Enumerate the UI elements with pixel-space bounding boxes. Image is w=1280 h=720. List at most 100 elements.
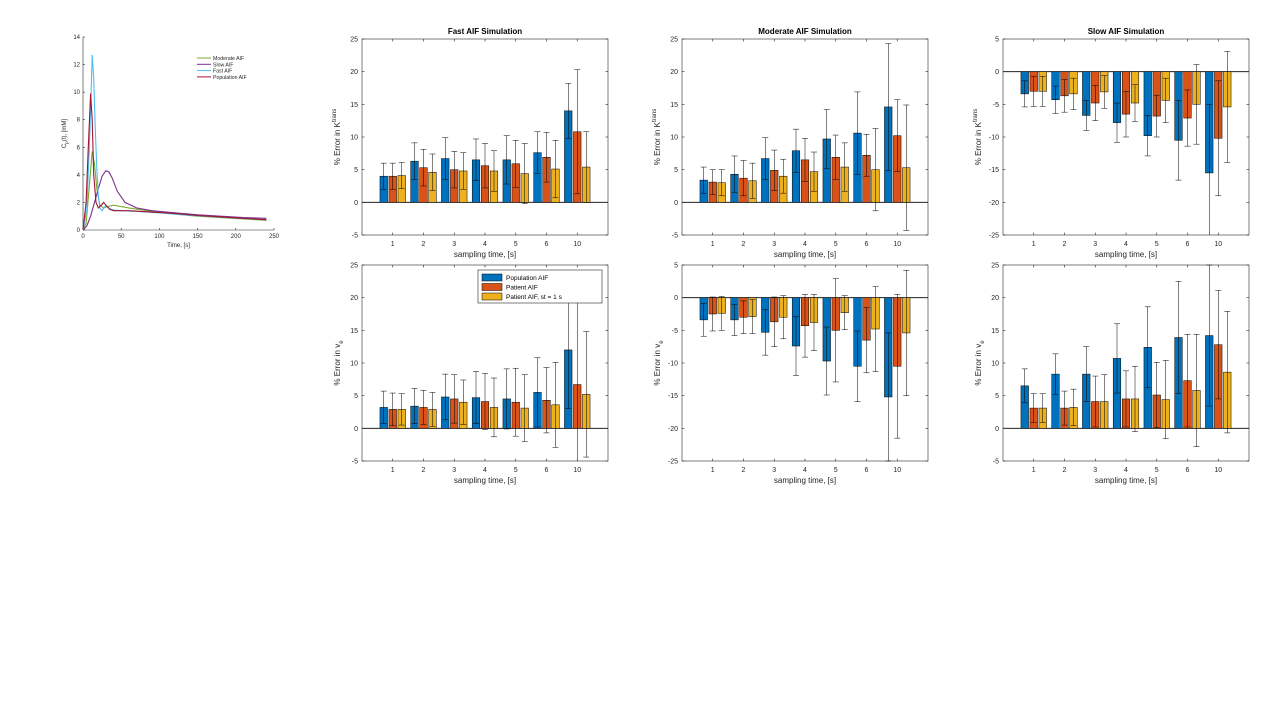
fast-ve-x-label: sampling time, [s] — [454, 476, 516, 485]
fast-ktrans-y-tick-label: 10 — [350, 135, 358, 142]
slow-ktrans-y-tick-label: -25 — [989, 233, 999, 240]
slow-ktrans-y-tick-label: 5 — [995, 37, 999, 44]
fast-ve-y-tick-label: 0 — [354, 426, 358, 433]
moderate-ve-y-tick-label: -5 — [672, 328, 678, 335]
aif-curves-y-tick-label: 12 — [73, 63, 80, 69]
aif-curves-legend-label: Slow AIF — [213, 62, 233, 68]
moderate-ktrans-y-tick-label: 0 — [674, 200, 678, 207]
aif-curves-legend-label: Population AIF — [213, 75, 247, 81]
fast-ktrans-x-tick-label: 3 — [452, 241, 456, 248]
fast-ve-x-tick-label: 4 — [483, 467, 487, 474]
fast-ktrans-y-tick-label: 15 — [350, 102, 358, 109]
aif-curves-chart: 0 50 100 150 200 250 0 2 4 6 8 10 12 14 Time, [s] Cp(t)… — [62, 35, 280, 249]
aif-curves-series-pop_curve — [82, 93, 267, 231]
moderate-ve-x-label: sampling time, [s] — [774, 476, 836, 485]
fast-ve-y-tick-label: 15 — [350, 328, 358, 335]
slow-ve-x-tick-label: 1 — [1032, 467, 1036, 474]
moderate-ktrans-x-tick-label: 5 — [834, 241, 838, 248]
slow-ve-y-label-sub: e — [980, 340, 986, 344]
slow-ve-y-tick-label: 10 — [991, 361, 999, 368]
slow-ve-y-tick-label: -5 — [993, 459, 999, 466]
slow-ktrans-x-tick-label: 2 — [1063, 241, 1067, 248]
slow-ktrans-y-tick-label: -5 — [993, 102, 999, 109]
moderate-ktrans-y-tick-label: -5 — [672, 233, 678, 240]
slow-ve-chart: -5 0 5 10 15 20 25 1 2 3 4 5 6 10 sampling time, [s] % … — [974, 263, 1250, 485]
fast-ktrans-y-label-sup: trans — [332, 109, 338, 122]
aif-curves-y-label-sub: p — [64, 141, 69, 144]
moderate-ve-y-label-main: % Error in v — [653, 344, 662, 386]
slow-ktrans-x-tick-label: 3 — [1093, 241, 1097, 248]
fast-ktrans-x-label: sampling time, [s] — [454, 250, 516, 259]
slow-ktrans-y-tick-label: -20 — [989, 200, 999, 207]
fast-ve-y-label: % Error in ve — [333, 340, 345, 386]
aif-curves-x-label: Time, [s] — [167, 243, 190, 249]
fast-ktrans-chart: -5 0 5 10 15 20 25 1 2 3 4 5 6 10 Fast AIF Simulation s… — [332, 27, 609, 259]
moderate-ktrans-x-tick-label: 3 — [772, 241, 776, 248]
slow-ve-y-tick-label: 15 — [991, 328, 999, 335]
moderate-ve-x-tick-label: 5 — [834, 467, 838, 474]
slow-ktrans-y-label-main: % Error in K — [974, 121, 983, 165]
moderate-ktrans-chart: -5 0 5 10 15 20 25 1 2 3 4 5 6 10 Moderate AIF Simulat… — [652, 27, 929, 259]
aif-curves-series-slow — [82, 170, 267, 231]
slow-ktrans-y-tick-label: -15 — [989, 167, 999, 174]
moderate-ve-y-label-sub: e — [659, 340, 665, 344]
fast-ktrans-x-tick-label: 5 — [514, 241, 518, 248]
moderate-ve-x-tick-label: 2 — [742, 467, 746, 474]
slow-ve-y-label-main: % Error in v — [974, 344, 983, 386]
moderate-ktrans-x-tick-label: 4 — [803, 241, 807, 248]
fast-ktrans-x-tick-label: 10 — [573, 241, 581, 248]
slow-ve-x-label: sampling time, [s] — [1095, 476, 1157, 485]
fast-ve-x-tick-label: 5 — [514, 467, 518, 474]
aif-curves-x-tick-label: 0 — [81, 234, 85, 240]
moderate-ve-x-tick-label: 1 — [711, 467, 715, 474]
slow-ve-x-tick-label: 2 — [1063, 467, 1067, 474]
slow-ve-y-tick-label: 25 — [991, 263, 999, 270]
slow-ktrans-y-label-sup: trans — [973, 109, 979, 122]
moderate-ve-y-tick-label: -15 — [668, 393, 678, 400]
moderate-ktrans-y-tick-label: 10 — [670, 135, 678, 142]
moderate-ktrans-x-tick-label: 1 — [711, 241, 715, 248]
aif-curves-y-tick-label: 6 — [77, 145, 81, 151]
fast-ktrans-x-tick-label: 2 — [422, 241, 426, 248]
moderate-ktrans-title: Moderate AIF Simulation — [758, 27, 852, 36]
slow-ktrans-x-tick-label: 4 — [1124, 241, 1128, 248]
slow-ktrans-y-tick-label: 0 — [995, 69, 999, 76]
aif-curves-plot-area — [83, 37, 274, 230]
moderate-ve-x-tick-label: 10 — [893, 467, 901, 474]
moderate-ktrans-x-tick-label: 10 — [893, 241, 901, 248]
aif-curves-legend-label: Moderate AIF — [213, 56, 244, 62]
fast-ktrans-y-tick-label: 20 — [350, 69, 358, 76]
slow-ve-y-tick-label: 20 — [991, 295, 999, 302]
moderate-ktrans-y-label-sup: trans — [652, 109, 658, 122]
moderate-ve-x-tick-label: 6 — [865, 467, 869, 474]
aif-curves-y-label-main: C — [62, 143, 68, 148]
moderate-ve-y-tick-label: -20 — [668, 426, 678, 433]
aif-curves-y-tick-label: 4 — [77, 173, 81, 179]
fast-ktrans-y-tick-label: -5 — [352, 233, 358, 240]
slow-ktrans-y-label: % Error in Ktrans — [973, 109, 983, 165]
aif-curves-x-tick-label: 100 — [154, 234, 165, 240]
moderate-ve-y-label: % Error in ve — [653, 340, 665, 386]
slow-ve-x-tick-label: 10 — [1214, 467, 1222, 474]
moderate-ve-x-tick-label: 3 — [772, 467, 776, 474]
aif-curves-y-tick-label: 10 — [73, 90, 80, 96]
moderate-ktrans-y-tick-label: 15 — [670, 102, 678, 109]
fast-ve-legend-swatch — [481, 283, 503, 291]
moderate-ve-y-tick-label: -25 — [668, 459, 678, 466]
slow-ktrans-x-tick-label: 6 — [1186, 241, 1190, 248]
slow-ktrans-y-tick-label: -10 — [989, 135, 999, 142]
moderate-ve-y-tick-label: 5 — [674, 263, 678, 270]
moderate-ve-y-tick-label: -10 — [668, 361, 678, 368]
moderate-ktrans-x-tick-label: 2 — [742, 241, 746, 248]
fast-ve-x-tick-label: 3 — [452, 467, 456, 474]
aif-curves-x-tick-label: 150 — [193, 234, 204, 240]
aif-curves-y-label-tail: (t), [mM] — [62, 119, 68, 142]
fast-ve-y-label-main: % Error in v — [333, 344, 342, 386]
fast-ktrans-title: Fast AIF Simulation — [448, 27, 522, 36]
fast-ve-x-tick-label: 10 — [573, 467, 581, 474]
fast-ve-y-tick-label: 10 — [350, 361, 358, 368]
fast-ktrans-x-tick-label: 6 — [545, 241, 549, 248]
fast-ve-legend-label: Patient AIF — [506, 285, 538, 292]
fast-ve-legend-swatch — [481, 292, 503, 301]
